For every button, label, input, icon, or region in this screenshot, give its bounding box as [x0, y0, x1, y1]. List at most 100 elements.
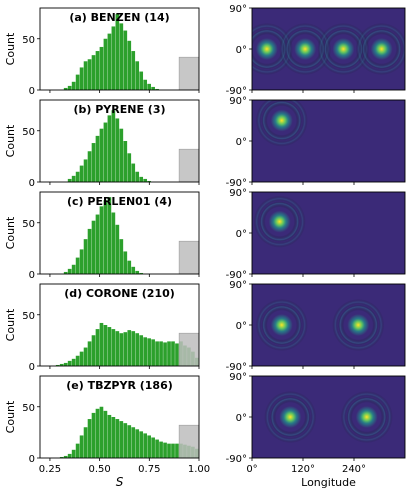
y-axis-label: Count	[4, 308, 17, 341]
histogram-frame	[39, 99, 200, 183]
histogram-bar	[119, 333, 124, 366]
histogram-bar	[123, 141, 128, 182]
panel-title: (d) CORONE (210)	[64, 287, 175, 300]
x-axis-label: S	[116, 475, 124, 489]
sky-map-peak	[370, 38, 393, 60]
histogram-bar	[91, 143, 96, 182]
histogram-bar	[59, 363, 64, 366]
histogram-bar	[99, 322, 104, 366]
histogram-panels: (a) BENZEN (14) 0 50 Count (b) PYRENE (3) 0 50…	[4, 7, 210, 475]
histogram-frame	[39, 7, 200, 91]
histogram-bar	[107, 197, 112, 274]
histogram-bar	[111, 417, 116, 458]
histogram-bar	[147, 83, 151, 90]
histogram-bar	[71, 175, 76, 182]
histogram-bar	[135, 333, 140, 366]
histogram-bar	[87, 59, 92, 90]
histogram-bar	[131, 163, 136, 182]
histogram-bar	[99, 206, 104, 274]
histogram-bar	[67, 453, 72, 458]
lat-tick-label: -90°	[226, 362, 247, 373]
shared-axis-labels: S Longitude	[116, 475, 356, 489]
histogram-bar	[139, 176, 144, 182]
lat-tick-label: -90°	[226, 86, 247, 97]
y-tick-label: 50	[22, 403, 35, 414]
histogram-bar	[79, 67, 84, 90]
histogram-bar	[87, 419, 92, 458]
histogram-bar	[71, 81, 76, 90]
sky-map-panel: 90°0°-90°0° 120° 240°	[226, 372, 406, 475]
histogram-bar	[151, 339, 155, 366]
histogram-bar	[67, 85, 72, 90]
histogram-bar	[79, 435, 84, 458]
histogram-bar	[175, 343, 179, 366]
histogram-bar	[163, 342, 167, 366]
histogram-bar	[107, 414, 112, 458]
shaded-high-s-region	[178, 424, 200, 459]
lat-tick-label: 90°	[229, 280, 247, 291]
histogram-bar	[83, 61, 88, 90]
histogram-bar	[103, 410, 108, 458]
histogram-bar	[107, 33, 112, 90]
x-tick-label: 0.75	[138, 464, 160, 475]
histogram-bar	[151, 86, 155, 90]
lat-tick-label: 90°	[229, 372, 247, 383]
sky-map-peak	[279, 406, 302, 428]
histogram-bar	[91, 55, 96, 90]
histogram-bar	[67, 268, 72, 274]
histogram-bar	[83, 347, 88, 366]
lat-tick-label: -90°	[226, 270, 247, 281]
lon-tick-label: 240°	[342, 464, 366, 475]
panel-title: (b) PYRENE (3)	[73, 103, 165, 116]
histogram-bar	[127, 153, 132, 182]
histogram-bar	[111, 110, 116, 182]
histogram-bar	[159, 341, 163, 366]
y-tick-label: 50	[22, 311, 35, 322]
histogram-bar	[155, 341, 159, 366]
y-axis-label: Count	[4, 400, 17, 433]
histogram-bar	[75, 443, 80, 458]
histogram-bar	[99, 128, 104, 182]
histogram-bar	[119, 239, 124, 274]
histogram-panel: (b) PYRENE (3) 0 50 Count	[4, 99, 200, 189]
histogram-bar	[75, 171, 80, 182]
histogram-bar	[95, 214, 100, 274]
lat-tick-label: 90°	[229, 96, 247, 107]
histogram-bar	[167, 443, 171, 458]
histogram-bar	[171, 341, 175, 366]
shaded-high-s-region	[178, 56, 200, 91]
sky-map-peak	[268, 210, 291, 233]
histogram-bar	[91, 220, 96, 274]
histogram-bar	[63, 87, 68, 90]
histogram-bar	[67, 178, 72, 182]
histogram-bar	[135, 270, 140, 274]
histogram-bar	[171, 443, 175, 458]
histogram-bar	[131, 427, 136, 458]
histogram-bar	[83, 427, 88, 458]
histogram-bar	[139, 431, 144, 458]
sky-map-peak	[270, 109, 293, 132]
histogram-bar	[71, 264, 76, 274]
histogram-bar	[75, 257, 80, 274]
histogram-bar	[75, 355, 80, 366]
sky-map-panels: 90°0°-90°90°0°-90°90°0°-90°90°0°-90°90°0…	[226, 4, 406, 475]
x-tick-label: 0.25	[39, 464, 61, 475]
histogram-bar	[71, 449, 76, 458]
histogram-bar	[103, 38, 108, 90]
histogram-bar	[75, 74, 80, 90]
histogram-bar	[99, 406, 104, 458]
histogram-bar	[59, 456, 64, 458]
histogram-bar	[119, 128, 124, 182]
histogram-bar	[103, 325, 108, 366]
histogram-bar	[95, 329, 100, 366]
histogram-bar	[131, 51, 136, 90]
lat-tick-label: 90°	[229, 4, 247, 15]
lon-tick-label: 0°	[246, 464, 257, 475]
histogram-bar	[119, 23, 124, 90]
y-tick-label: 50	[22, 219, 35, 230]
histogram-bar	[119, 421, 124, 458]
histogram-bar	[147, 180, 151, 182]
histogram-bar	[115, 331, 120, 366]
histogram-panel: (e) TBZPYR (186) 0 50 Count 0.25 0.50 0.75 1.00	[4, 375, 210, 475]
